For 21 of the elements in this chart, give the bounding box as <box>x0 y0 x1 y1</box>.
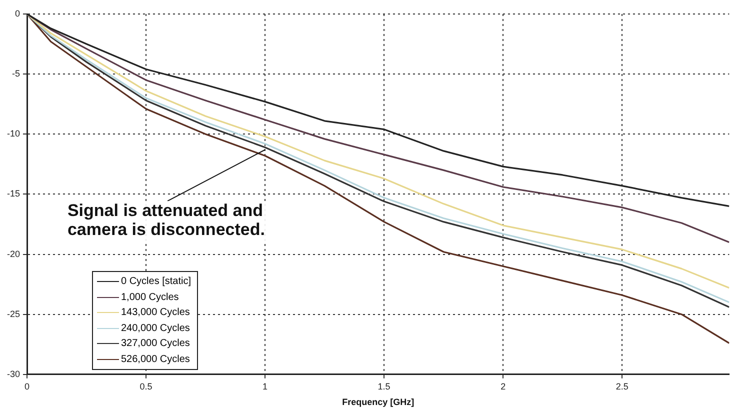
y-tick-label: -10 <box>6 128 20 139</box>
y-tick-label: -5 <box>12 68 20 79</box>
y-tick-label: -25 <box>6 308 20 319</box>
x-tick-label: 0 <box>24 381 30 392</box>
x-tick-label: 0.5 <box>140 381 152 392</box>
legend-label: 327,000 Cycles <box>121 337 190 351</box>
y-tick-label: -15 <box>6 188 20 199</box>
legend-label: 526,000 Cycles <box>121 352 190 366</box>
x-tick-label: 2.5 <box>616 381 628 392</box>
y-tick-label: -30 <box>6 368 20 379</box>
y-tick-label: -20 <box>6 248 20 259</box>
legend-label: 143,000 Cycles <box>121 306 190 320</box>
x-axis-title: Frequency [GHz] <box>342 397 414 408</box>
legend-label: 240,000 Cycles <box>121 322 190 336</box>
legend-label: 0 Cycles [static] <box>121 275 192 289</box>
annotation: Signal is attenuated and camera is disconnected. <box>67 201 265 240</box>
y-tick-label: 0 <box>14 8 20 18</box>
x-tick-label: 2 <box>500 381 506 392</box>
x-tick-label: 1 <box>262 381 268 392</box>
legend-label: 1,000 Cycles <box>121 290 179 304</box>
x-tick-label: 1.5 <box>378 381 390 392</box>
